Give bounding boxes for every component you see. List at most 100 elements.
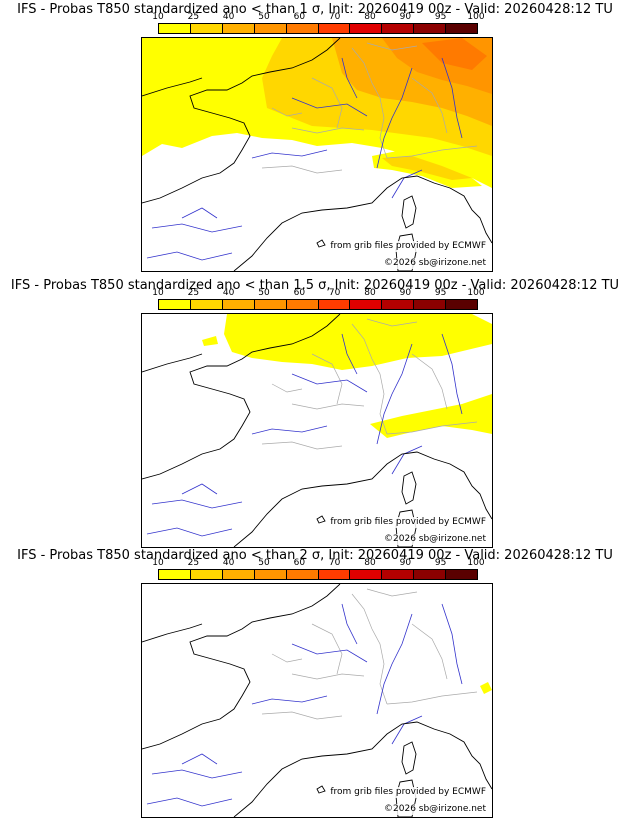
coastline bbox=[142, 623, 203, 643]
colorbar-tick-label: 95 bbox=[434, 558, 447, 568]
river-line bbox=[441, 57, 463, 139]
river-line bbox=[151, 223, 243, 233]
coastline bbox=[233, 175, 492, 271]
river-line bbox=[376, 343, 413, 445]
border-line bbox=[271, 107, 303, 117]
border-line bbox=[291, 403, 365, 410]
panel-title: IFS - Probas T850 standardized ano < tha… bbox=[10, 278, 620, 293]
border-line bbox=[351, 323, 388, 435]
colorbar-tick-label: 10 bbox=[152, 12, 164, 22]
border-line bbox=[386, 145, 478, 159]
colorbar-segment bbox=[254, 570, 287, 579]
river-line bbox=[181, 483, 218, 495]
colorbar-tick-label: 100 bbox=[467, 288, 485, 298]
colorbar-segment bbox=[382, 24, 415, 33]
river-line bbox=[441, 333, 463, 415]
colorbar-tick-label: 100 bbox=[467, 558, 485, 568]
border-line bbox=[386, 691, 478, 705]
border-line bbox=[386, 421, 478, 435]
colorbar-segment bbox=[446, 24, 478, 33]
border-line bbox=[351, 47, 388, 159]
coastline bbox=[142, 353, 203, 373]
colorbar-tick-label: 50 bbox=[258, 12, 270, 22]
colorbar-segment bbox=[190, 24, 223, 33]
source-note: from grib files provided by ECMWF bbox=[328, 241, 488, 252]
colorbar-tick-label: 70 bbox=[328, 288, 341, 298]
colorbar-segment bbox=[446, 300, 478, 309]
probability-map: from grib files provided by ECMWF ©2026 s… bbox=[141, 37, 493, 272]
probability-map: from grib files provided by ECMWF ©2026 s… bbox=[141, 583, 493, 818]
coastline bbox=[142, 38, 341, 204]
colorbar-tick-label: 40 bbox=[222, 288, 235, 298]
island-outline bbox=[316, 785, 326, 794]
probability-map: from grib files provided by ECMWF ©2026 s… bbox=[141, 313, 493, 548]
colorbar-tick-label: 90 bbox=[399, 558, 412, 568]
river-line bbox=[441, 603, 463, 685]
colorbar-tick-label: 25 bbox=[187, 12, 200, 22]
island-outline bbox=[401, 195, 417, 229]
river-line bbox=[376, 613, 413, 715]
colorbar-segment bbox=[286, 24, 319, 33]
island-outline bbox=[316, 239, 326, 248]
colorbar-segment bbox=[414, 570, 447, 579]
colorbar-segment bbox=[254, 300, 287, 309]
border-line bbox=[271, 653, 303, 663]
river-line bbox=[376, 67, 413, 169]
forecast-panel: IFS - Probas T850 standardized ano < tha… bbox=[0, 548, 630, 820]
island-outline bbox=[316, 515, 326, 524]
coastline bbox=[233, 721, 492, 817]
border-line bbox=[261, 165, 343, 174]
river-line bbox=[341, 57, 358, 99]
colorbar-tick-label: 40 bbox=[222, 558, 235, 568]
colorbar-tick-label: 95 bbox=[434, 12, 447, 22]
coastline bbox=[142, 314, 341, 480]
river-line bbox=[146, 797, 233, 807]
border-line bbox=[411, 623, 448, 680]
colorbar-segment bbox=[286, 570, 319, 579]
map-canvas bbox=[142, 584, 492, 817]
probability-area bbox=[224, 314, 492, 370]
coastline bbox=[142, 584, 341, 750]
coastline bbox=[233, 451, 492, 547]
river-line bbox=[251, 695, 328, 705]
river-line bbox=[391, 445, 423, 475]
colorbar-segment bbox=[254, 24, 287, 33]
probability-area bbox=[202, 336, 218, 346]
copyright-note: ©2026 sb@irizone.net bbox=[382, 804, 488, 815]
colorbar-segment bbox=[159, 300, 191, 309]
colorbar-segment bbox=[318, 300, 351, 309]
colorbar bbox=[158, 569, 478, 580]
colorbar-tick-label: 100 bbox=[467, 12, 485, 22]
colorbar-segment bbox=[318, 24, 351, 33]
colorbar-tick-label: 60 bbox=[293, 288, 306, 298]
colorbar-tick-label: 80 bbox=[364, 558, 376, 568]
colorbar bbox=[158, 299, 478, 310]
river-line bbox=[291, 373, 368, 393]
colorbar-segment bbox=[350, 300, 383, 309]
border-line bbox=[366, 588, 418, 597]
probability-area bbox=[422, 38, 487, 70]
colorbar-segment bbox=[222, 570, 255, 579]
river-line bbox=[181, 753, 218, 765]
river-line bbox=[146, 527, 233, 537]
probability-area bbox=[370, 394, 492, 438]
colorbar-tick-label: 70 bbox=[328, 558, 341, 568]
river-line bbox=[146, 251, 233, 261]
border-line bbox=[366, 42, 418, 51]
colorbar-segment bbox=[350, 24, 383, 33]
border-line bbox=[291, 127, 365, 134]
river-line bbox=[341, 333, 358, 375]
river-line bbox=[291, 97, 368, 117]
copyright-note: ©2026 sb@irizone.net bbox=[382, 534, 488, 545]
colorbar-segment bbox=[318, 570, 351, 579]
colorbar-segment bbox=[159, 24, 191, 33]
river-line bbox=[341, 603, 358, 645]
colorbar-tick-label: 50 bbox=[258, 558, 270, 568]
source-note: from grib files provided by ECMWF bbox=[328, 517, 488, 528]
colorbar-segment bbox=[286, 300, 319, 309]
colorbar-tick-label: 60 bbox=[293, 558, 306, 568]
island-outline bbox=[401, 741, 417, 775]
colorbar-tick-label: 70 bbox=[328, 12, 341, 22]
colorbar-segment bbox=[190, 570, 223, 579]
colorbar-tick-label: 10 bbox=[152, 288, 164, 298]
